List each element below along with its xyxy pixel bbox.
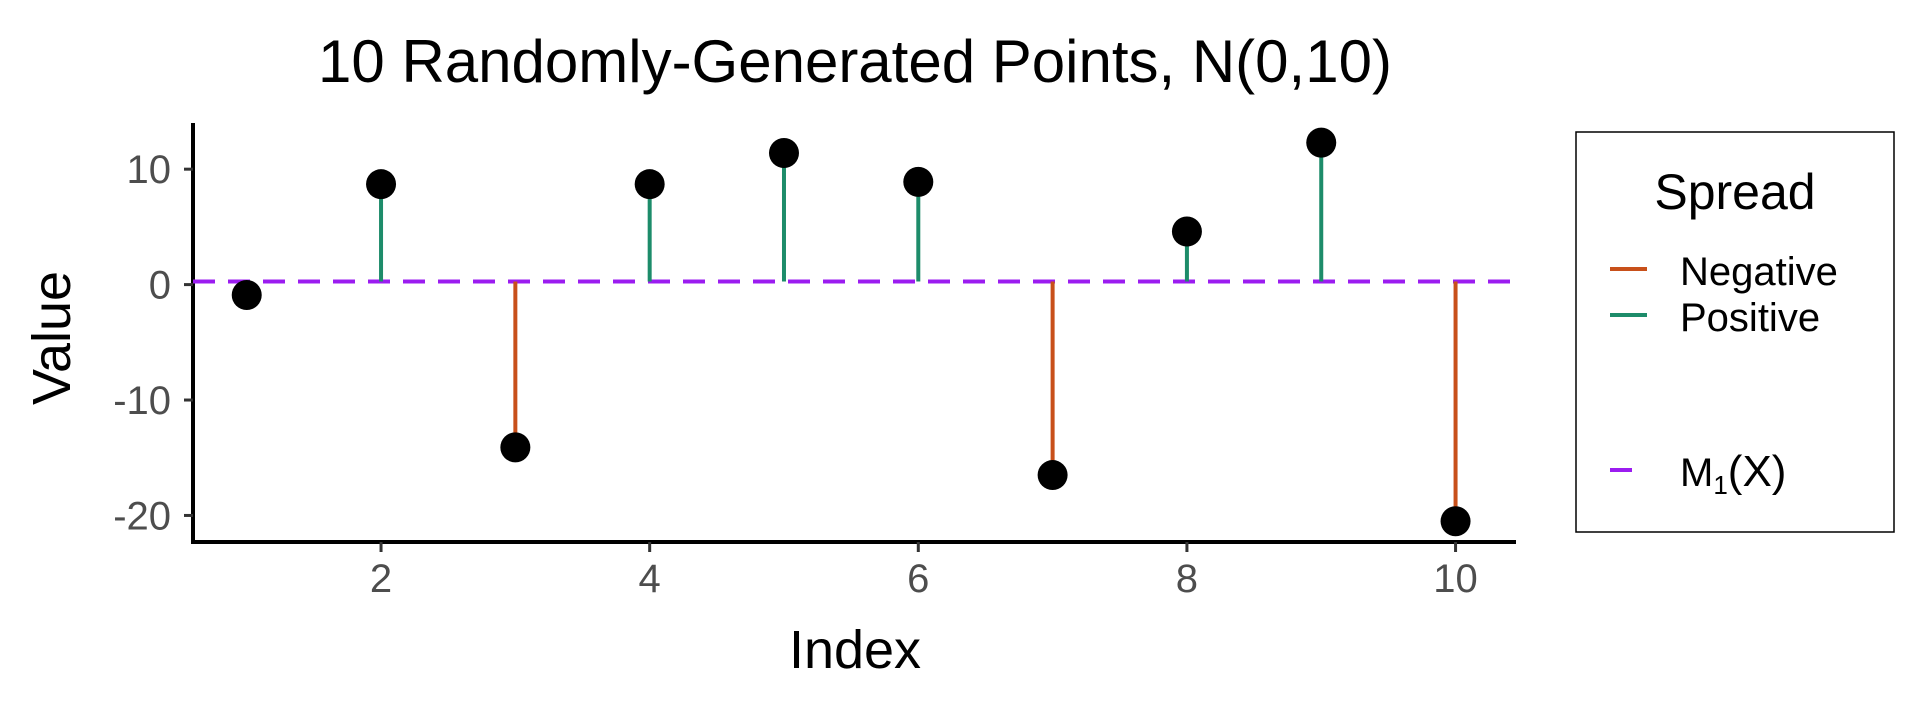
y-tick-label: -10 [113,379,171,423]
data-point [231,279,262,310]
data-point [903,166,934,197]
data-point [768,138,799,169]
x-tick-label: 6 [907,557,929,601]
data-point [1306,127,1337,158]
data-point [366,169,397,200]
chart-title: 10 Randomly-Generated Points, N(0,10) [318,28,1392,95]
y-axis-title: Value [22,271,82,405]
spread-segments [244,142,1458,522]
axes [191,123,1516,544]
data-point [500,432,531,463]
x-tick-label: 2 [370,557,392,601]
mean-label-main: M [1680,451,1713,495]
data-point [1037,460,1068,491]
y-ticks: 10 0 -10 -20 [113,148,193,538]
data-points [231,127,1471,537]
x-tick-label: 10 [1433,557,1478,601]
x-ticks: 2 4 6 8 10 [370,542,1478,601]
legend-label-negative: Negative [1680,250,1838,294]
legend: Spread Negative Positive M1(X) [1575,131,1895,533]
x-axis-title: Index [789,620,921,680]
data-point [1171,216,1202,247]
data-point [634,169,665,200]
y-tick-label: 10 [127,148,172,192]
x-tick-label: 8 [1176,557,1198,601]
legend-label-mean: M1(X) [1680,447,1786,500]
mean-label-rest: (X) [1728,447,1787,496]
legend-box [1575,131,1895,533]
legend-label-positive: Positive [1680,296,1820,340]
x-tick-label: 4 [639,557,661,601]
y-tick-label: -20 [113,494,171,538]
y-tick-label: 0 [149,264,171,308]
mean-label-sub: 1 [1713,470,1727,500]
legend-title: Spread [1654,164,1815,220]
data-point [1440,506,1471,537]
